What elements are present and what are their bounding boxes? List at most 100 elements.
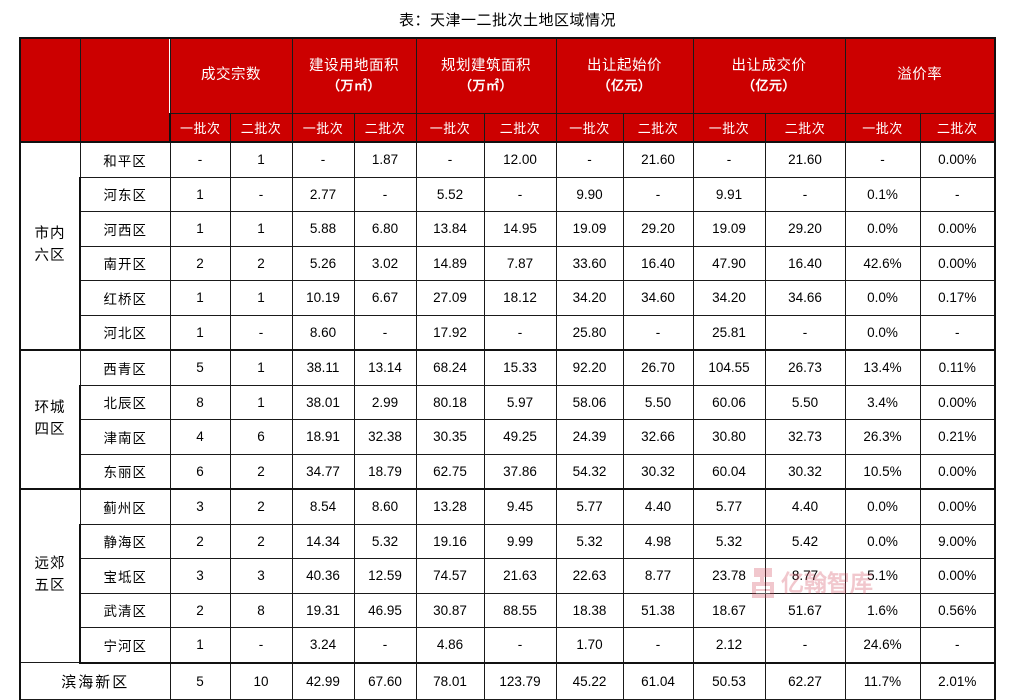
data-cell: 0.00%	[919, 245, 996, 281]
data-cell: 8.60	[291, 314, 355, 351]
land-table-container: 成交宗数 建设用地面积 （万㎡） 规划建筑面积 （万㎡） 出让起始价 （亿元） 出让成交价 （亿…	[19, 37, 996, 700]
data-cell: 50.53	[692, 662, 766, 700]
data-cell: 9.90	[555, 176, 624, 212]
data-cell: 2	[229, 245, 293, 281]
data-cell: 7.87	[483, 245, 557, 281]
column-group-header: 成交宗数	[169, 37, 293, 114]
data-cell: -	[229, 627, 293, 664]
data-cell: 47.90	[692, 245, 766, 281]
data-cell: 5.50	[622, 384, 694, 420]
data-cell: 19.09	[555, 211, 624, 247]
data-cell: 12.59	[353, 558, 417, 594]
data-cell: 9.91	[692, 176, 766, 212]
data-cell: 49.25	[483, 419, 557, 455]
data-cell: -	[919, 314, 996, 351]
data-cell: 1	[169, 176, 231, 212]
data-cell: 34.77	[291, 453, 355, 490]
table-row: 环城 四区 西青区 5 1 38.11 13.14 68.24 15.33 92.20 26.70 1…	[19, 349, 996, 490]
header-corner-cell	[79, 37, 171, 143]
data-cell: 1	[229, 349, 293, 386]
data-cell: 30.32	[622, 453, 694, 490]
data-cell: 62.27	[764, 662, 846, 700]
data-cell: 51.38	[622, 592, 694, 628]
region-group-label-line: 六区	[34, 248, 66, 264]
data-cell: 0.1%	[844, 176, 921, 212]
data-cell: 24.6%	[844, 627, 921, 664]
data-cell: 42.99	[291, 662, 355, 700]
data-cell: 15.33	[483, 349, 557, 386]
data-cell: 5.32	[555, 523, 624, 559]
data-cell: 21.60	[622, 141, 694, 178]
data-cell: -	[844, 141, 921, 178]
table-row: 宝坻区 3 3 40.36 12.59 74.57 21.63 22.63 8.77 23.78 8…	[20, 558, 996, 594]
column-group-header: 出让成交价 （亿元）	[692, 37, 846, 114]
data-cell: 0.0%	[844, 523, 921, 559]
data-cell: 0.00%	[919, 453, 996, 490]
data-cell: 10	[229, 662, 293, 700]
data-cell: 11.7%	[844, 662, 921, 700]
data-cell: 32.73	[764, 419, 846, 455]
column-group-header: 规划建筑面积 （万㎡）	[415, 37, 557, 114]
data-cell: 61.04	[622, 662, 694, 700]
data-cell: 34.20	[555, 280, 624, 316]
data-cell: 10.19	[291, 280, 355, 316]
data-cell: 2.99	[353, 384, 417, 420]
column-batch-header: 二批次	[353, 113, 417, 143]
data-cell: 1.6%	[844, 592, 921, 628]
table-row: 武清区 2 8 19.31 46.95 30.87 88.55 18.38 51.38 18.67…	[20, 592, 996, 628]
data-cell: 68.24	[415, 349, 485, 386]
district-name-cell: 宝坻区	[79, 558, 171, 594]
data-cell: 9.99	[483, 523, 557, 559]
data-cell: 42.6%	[844, 245, 921, 281]
data-cell: 22.63	[555, 558, 624, 594]
table-row: 北辰区 8 1 38.01 2.99 80.18 5.97 58.06 5.50 60.06 5.5…	[20, 384, 996, 420]
data-cell: 78.01	[415, 662, 485, 700]
data-cell: 30.87	[415, 592, 485, 628]
district-name-cell: 南开区	[79, 245, 171, 281]
data-cell: 6.80	[353, 211, 417, 247]
data-cell: 92.20	[555, 349, 624, 386]
column-batch-header: 一批次	[555, 113, 624, 143]
data-cell: 1	[169, 280, 231, 316]
column-batch-header: 一批次	[169, 113, 231, 143]
data-cell: 8	[229, 592, 293, 628]
data-cell: 1	[229, 384, 293, 420]
data-cell: 4.86	[415, 627, 485, 664]
data-cell: 3.24	[291, 627, 355, 664]
data-cell: 3.4%	[844, 384, 921, 420]
data-cell: -	[353, 176, 417, 212]
data-cell: 21.63	[483, 558, 557, 594]
column-group-unit: （亿元）	[741, 78, 796, 94]
table-row: 东丽区 6 2 34.77 18.79 62.75 37.86 54.32 30.32 60.04…	[20, 453, 996, 490]
data-cell: 5.52	[415, 176, 485, 212]
data-cell: 46.95	[353, 592, 417, 628]
data-cell: 23.78	[692, 558, 766, 594]
data-cell: 14.89	[415, 245, 485, 281]
data-cell: 0.0%	[844, 211, 921, 247]
data-cell: 5.77	[692, 488, 766, 525]
data-cell: 34.20	[692, 280, 766, 316]
table-row: 河北区 1-8.60-17.92-25.80-25.81-0.0% -	[20, 314, 996, 351]
data-cell: 3	[169, 488, 231, 525]
data-cell: 33.60	[555, 245, 624, 281]
data-cell: 80.18	[415, 384, 485, 420]
data-cell: 16.40	[622, 245, 694, 281]
page-title: 表：天津一二批次土地区域情况	[398, 12, 616, 29]
data-cell: 5.42	[764, 523, 846, 559]
data-cell: 8.54	[291, 488, 355, 525]
data-cell: -	[764, 627, 846, 664]
district-name-cell: 西青区	[79, 349, 171, 386]
data-cell: -	[692, 141, 766, 178]
column-batch-header: 一批次	[415, 113, 485, 143]
data-cell: 13.14	[353, 349, 417, 386]
data-cell: 0.00%	[919, 558, 996, 594]
data-cell: 26.3%	[844, 419, 921, 455]
data-cell: 2	[169, 523, 231, 559]
data-cell: 0.0%	[844, 280, 921, 316]
data-cell: 0.00%	[919, 141, 996, 178]
table-row: 宁河区 1-3.24-4.86-1.70-2.12-24.6% -	[20, 627, 996, 664]
data-cell: 1	[169, 211, 231, 247]
column-batch-header: 二批次	[622, 113, 694, 143]
column-group-header: 出让起始价 （亿元）	[555, 37, 694, 114]
data-cell: 8	[169, 384, 231, 420]
